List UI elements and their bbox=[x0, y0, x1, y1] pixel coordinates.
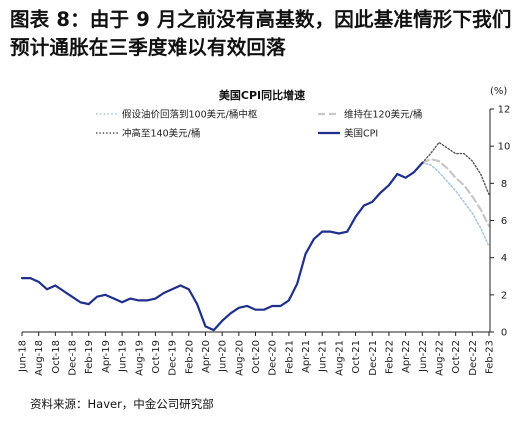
x-tick-label: Aug-20 bbox=[234, 340, 245, 376]
x-tick-label: Jun-18 bbox=[18, 340, 29, 373]
x-tick-label: Apr-19 bbox=[101, 340, 112, 373]
legend-label-s140: 冲高至140美元/桶 bbox=[122, 128, 200, 140]
x-tick-label: Oct-20 bbox=[251, 340, 262, 374]
x-tick-label: Feb-23 bbox=[485, 340, 496, 374]
x-tick-label: Dec-20 bbox=[268, 340, 279, 376]
y-axis-unit: (%) bbox=[490, 86, 508, 97]
legend-label-s120: 维持在120美元/桶 bbox=[344, 109, 422, 121]
x-tick-label: Dec-19 bbox=[168, 340, 179, 376]
x-tick-label: Apr-21 bbox=[301, 340, 312, 373]
y-tick-label: 10 bbox=[498, 142, 511, 153]
x-tick-label: Dec-22 bbox=[468, 340, 479, 376]
series-line-s140 bbox=[421, 141, 490, 196]
x-tick-label: Feb-19 bbox=[84, 340, 95, 374]
x-tick-label: Oct-19 bbox=[151, 340, 162, 374]
x-tick-label: Apr-22 bbox=[401, 340, 412, 373]
y-tick-label: 6 bbox=[501, 216, 507, 227]
x-tick-label: Aug-19 bbox=[134, 340, 145, 376]
y-tick-label: 2 bbox=[501, 290, 507, 301]
x-tick-label: Aug-18 bbox=[34, 340, 45, 376]
x-tick-label: Apr-20 bbox=[201, 340, 212, 373]
y-tick-label: 4 bbox=[501, 253, 507, 264]
x-tick-label: Oct-22 bbox=[451, 340, 462, 374]
series-line-cpi bbox=[20, 161, 424, 332]
y-tick-label: 8 bbox=[501, 179, 507, 190]
x-tick-label: Jun-21 bbox=[318, 340, 329, 373]
x-tick-label: Jun-19 bbox=[118, 340, 129, 373]
y-tick-label: 12 bbox=[498, 105, 511, 116]
series-line-s100 bbox=[421, 162, 490, 248]
x-tick-label: Dec-18 bbox=[68, 340, 79, 376]
legend-label-cpi: 美国CPI bbox=[344, 128, 378, 140]
x-axis: Jun-18 Aug-18 Oct-18 Dec-18 Feb-19 Apr-19 Jun-… bbox=[18, 331, 496, 376]
series-line-s120 bbox=[421, 158, 491, 228]
x-tick-label: Jun-20 bbox=[218, 340, 229, 373]
figure-title: 图表 8：由于 9 月之前没有高基数，因此基准情形下我们预计通胀在三季度难以有效… bbox=[10, 8, 512, 59]
x-tick-label: Aug-21 bbox=[334, 340, 345, 376]
x-tick-label: Oct-21 bbox=[351, 340, 362, 374]
y-tick-label: 0 bbox=[501, 328, 507, 339]
chart-title: 美国CPI同比增速 bbox=[218, 89, 306, 102]
x-tick-label: Dec-21 bbox=[368, 340, 379, 376]
x-tick-label: Feb-22 bbox=[384, 340, 395, 374]
x-tick-label: Jun-22 bbox=[418, 340, 429, 373]
source-note: 资料来源：Haver，中金公司研究部 bbox=[30, 397, 214, 411]
x-tick-label: Feb-20 bbox=[184, 340, 195, 374]
y-axis: 0 2 4 6 8 10 12 bbox=[489, 105, 511, 339]
x-tick-label: Oct-18 bbox=[51, 340, 62, 374]
plot-area bbox=[20, 141, 491, 332]
x-tick-label: Feb-21 bbox=[284, 340, 295, 374]
x-tick-label: Aug-22 bbox=[434, 340, 445, 376]
legend-label-s100: 假设油价回落到100美元/桶中枢 bbox=[122, 109, 258, 121]
